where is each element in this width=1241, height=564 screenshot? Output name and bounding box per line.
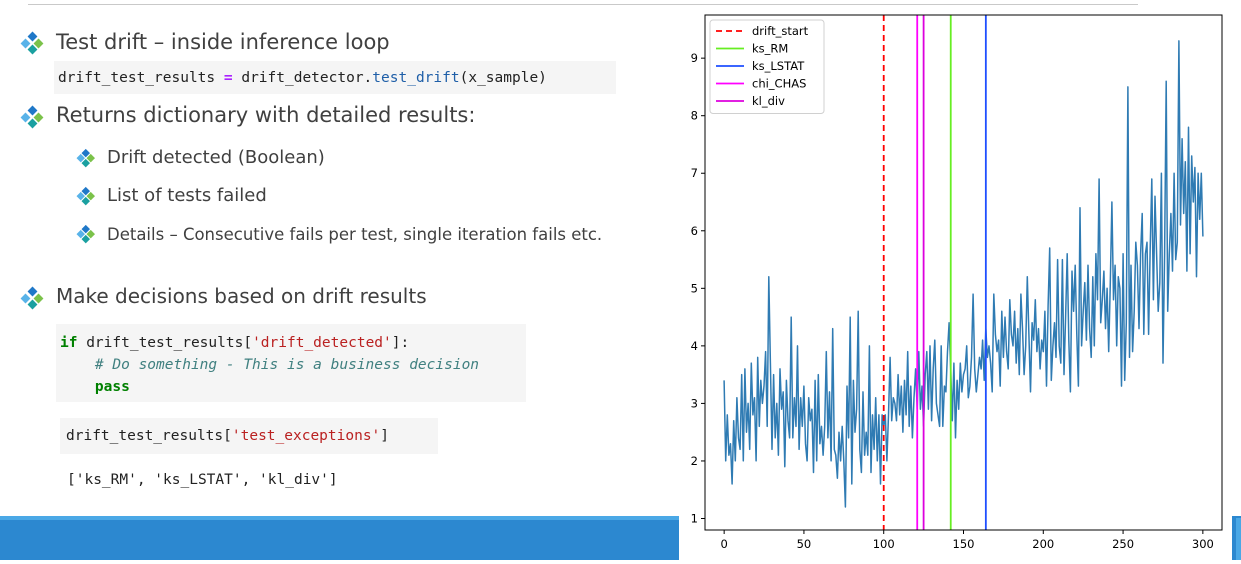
code-output: ['ks_RM', 'ks_LSTAT', 'kl_div'] xyxy=(67,472,338,488)
legend-box xyxy=(709,19,825,114)
diamond-subbullet-icon xyxy=(76,186,96,206)
code-method: test_drift xyxy=(372,70,460,86)
diamond-bullet-icon xyxy=(20,31,44,55)
x-tick-label: 150 xyxy=(953,537,975,551)
code-pass-keyword: pass xyxy=(94,379,130,395)
diamond-bullet-icon xyxy=(20,105,44,129)
y-tick-label: 6 xyxy=(691,224,698,238)
diamond-subbullet-icon xyxy=(76,148,96,168)
legend-label: chi_CHAS xyxy=(752,77,806,91)
subbullet-drift-detected: Drift detected (Boolean) xyxy=(107,147,325,168)
y-tick-label: 3 xyxy=(691,396,698,410)
bullet-returns-dict: Returns dictionary with detailed results… xyxy=(56,103,476,127)
code-test-exceptions: drift_test_results['test_exceptions'] xyxy=(60,418,438,454)
legend-label: drift_start xyxy=(752,24,809,38)
footer-edge xyxy=(1236,518,1241,560)
code-exc-var: drift_test_results[ xyxy=(66,428,232,444)
code-args: (x_sample) xyxy=(459,70,547,86)
subbullet-details: Details – Consecutive fails per test, si… xyxy=(107,225,603,244)
top-divider xyxy=(28,4,1138,5)
legend-label: kl_div xyxy=(752,94,785,108)
y-tick-label: 1 xyxy=(691,511,698,525)
code-if-key: 'drift_detected' xyxy=(252,335,392,351)
legend-label: ks_LSTAT xyxy=(752,59,805,73)
x-tick-label: 50 xyxy=(797,537,812,551)
code-assign: = xyxy=(215,70,242,86)
y-tick-label: 8 xyxy=(691,109,698,123)
y-tick-label: 9 xyxy=(691,51,698,65)
x-tick-label: 250 xyxy=(1112,537,1134,551)
x-tick-label: 100 xyxy=(873,537,895,551)
subbullet-tests-failed: List of tests failed xyxy=(107,185,267,206)
x-tick-label: 0 xyxy=(720,537,727,551)
series-line xyxy=(723,40,1204,508)
code-comment: # Do something - This is a business deci… xyxy=(94,357,480,373)
bullet-test-drift: Test drift – inside inference loop xyxy=(56,30,390,54)
code-object: drift_detector. xyxy=(241,70,373,86)
diamond-bullet-icon xyxy=(20,286,44,310)
y-tick-label: 2 xyxy=(691,454,698,468)
code-if-block: if drift_test_results['drift_detected']:… xyxy=(56,324,526,402)
code-var: drift_test_results xyxy=(58,70,216,86)
x-tick-label: 200 xyxy=(1032,537,1054,551)
legend-label: ks_RM xyxy=(752,42,788,56)
diamond-subbullet-icon xyxy=(76,224,96,244)
y-tick-label: 7 xyxy=(691,166,698,180)
code-if-end: ]: xyxy=(391,335,410,351)
code-if-keyword: if xyxy=(60,335,78,351)
y-tick-label: 5 xyxy=(691,281,698,295)
bullet-make-decisions: Make decisions based on drift results xyxy=(56,284,427,308)
x-tick-label: 300 xyxy=(1192,537,1214,551)
code-exc-key: 'test_exceptions' xyxy=(231,428,381,444)
y-tick-label: 4 xyxy=(691,339,698,353)
code-if-var: drift_test_results[ xyxy=(77,335,253,351)
code-exc-end: ] xyxy=(380,428,390,444)
code-test-drift: drift_test_results = drift_detector.test… xyxy=(54,61,616,94)
footer-accent xyxy=(0,516,680,520)
chart-svg: 0 50 100 150 200 250 300 1 2 3 4 5 6 7 8 9 drift_startks… xyxy=(691,14,1223,551)
